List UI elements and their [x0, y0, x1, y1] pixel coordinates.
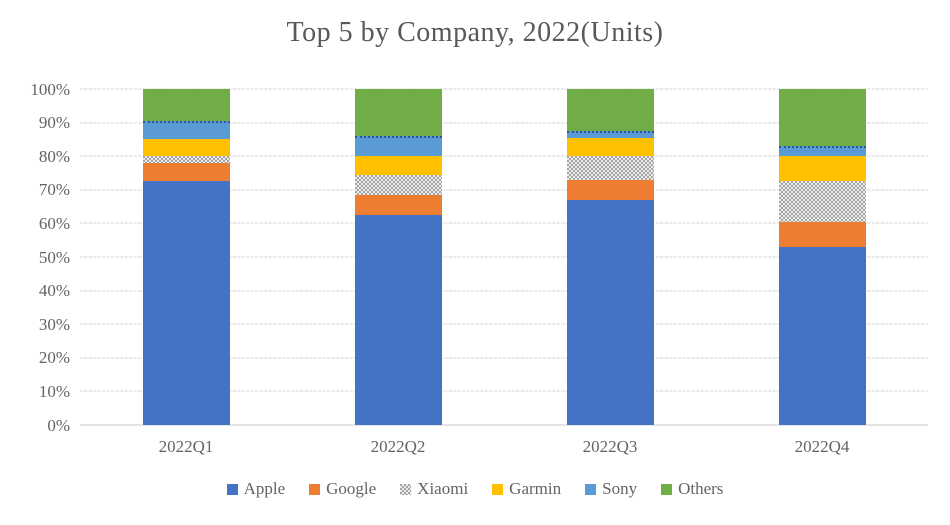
legend-item-apple: Apple [226, 479, 286, 499]
segment-others-2022Q4 [778, 89, 866, 147]
segment-others-2022Q3 [566, 89, 654, 132]
segment-google-2022Q3 [566, 179, 654, 200]
legend-item-xiaomi: Xiaomi [400, 479, 468, 499]
legend-item-others: Others [661, 479, 723, 499]
y-tick-label-50: 50% [38, 247, 70, 267]
chart-title: Top 5 by Company, 2022(Units) [286, 17, 664, 48]
segment-sony-2022Q4 [778, 146, 866, 157]
y-tick-label-40: 40% [38, 281, 70, 301]
x-tick-label-2022Q4: 2022Q4 [794, 437, 850, 456]
bar-2022Q1 [142, 89, 230, 425]
legend-label-xiaomi: Xiaomi [417, 479, 469, 498]
legend-label-sony: Sony [602, 479, 638, 498]
y-tick-label-30: 30% [38, 314, 70, 334]
segment-garmin-2022Q4 [778, 156, 866, 182]
bar-2022Q3 [566, 89, 654, 425]
y-tick-label-20: 20% [38, 348, 70, 368]
y-tick-label-100: 100% [30, 79, 70, 99]
gridline-80 [80, 155, 928, 157]
segment-xiaomi-2022Q3 [566, 156, 654, 180]
legend-label-google: Google [326, 479, 377, 498]
gridline-100 [80, 88, 928, 90]
segment-xiaomi-2022Q2 [354, 174, 442, 195]
x-tick-label-2022Q1: 2022Q1 [158, 437, 214, 456]
gridline-20 [80, 357, 928, 359]
gridline-10 [80, 390, 928, 392]
segment-garmin-2022Q3 [566, 137, 654, 157]
gridline-0 [80, 424, 928, 426]
gridline-60 [80, 222, 928, 224]
legend-item-sony: Sony [585, 479, 637, 499]
y-tick-label-10: 10% [38, 381, 70, 401]
y-tick-label-80: 80% [38, 146, 70, 166]
segment-google-2022Q1 [142, 162, 230, 182]
plot-area [80, 88, 928, 426]
bar-column-2022Q2 [292, 89, 504, 425]
segment-xiaomi-2022Q1 [142, 156, 230, 163]
y-tick-label-60: 60% [38, 213, 70, 233]
legend-swatch-xiaomi [400, 483, 412, 495]
x-tick-label-2022Q3: 2022Q3 [582, 437, 638, 456]
y-tick-label-70: 70% [38, 180, 70, 200]
gridline-50 [80, 256, 928, 258]
gridline-90 [80, 122, 928, 124]
segment-apple-2022Q1 [142, 181, 230, 425]
bar-column-2022Q3 [504, 89, 716, 425]
legend-item-google: Google [309, 479, 376, 499]
segment-sony-2022Q1 [142, 120, 230, 140]
y-tick-label-0: 0% [47, 415, 70, 435]
segment-others-2022Q1 [142, 89, 230, 121]
segment-apple-2022Q2 [354, 215, 442, 425]
bar-2022Q4 [778, 89, 866, 425]
segment-garmin-2022Q1 [142, 139, 230, 157]
segment-apple-2022Q3 [566, 199, 654, 425]
segment-google-2022Q2 [354, 194, 442, 215]
segment-xiaomi-2022Q4 [778, 181, 866, 222]
segment-others-2022Q2 [354, 89, 442, 137]
segment-sony-2022Q2 [354, 136, 442, 157]
segment-google-2022Q4 [778, 221, 866, 247]
legend-item-garmin: Garmin [492, 479, 561, 499]
legend: Apple Google Xiaomi Garmin Sony Others [0, 479, 950, 499]
legend-swatch-others [661, 483, 673, 495]
bar-2022Q2 [354, 89, 442, 425]
legend-label-others: Others [678, 479, 724, 498]
bar-column-2022Q1 [80, 89, 292, 425]
x-tick-label-2022Q2: 2022Q2 [370, 437, 426, 456]
segment-sony-2022Q3 [566, 131, 654, 138]
segment-garmin-2022Q2 [354, 156, 442, 175]
y-tick-label-90: 90% [38, 113, 70, 133]
legend-swatch-garmin [492, 483, 504, 495]
legend-swatch-apple [226, 483, 238, 495]
legend-label-garmin: Garmin [509, 479, 562, 498]
legend-swatch-google [309, 483, 321, 495]
gridline-30 [80, 323, 928, 325]
legend-label-apple: Apple [243, 479, 286, 498]
gridline-40 [80, 290, 928, 292]
legend-swatch-sony [585, 483, 597, 495]
gridline-70 [80, 189, 928, 191]
segment-apple-2022Q4 [778, 246, 866, 425]
x-axis: 2022Q1 2022Q2 2022Q3 2022Q4 [80, 437, 928, 459]
bar-column-2022Q4 [716, 89, 928, 425]
